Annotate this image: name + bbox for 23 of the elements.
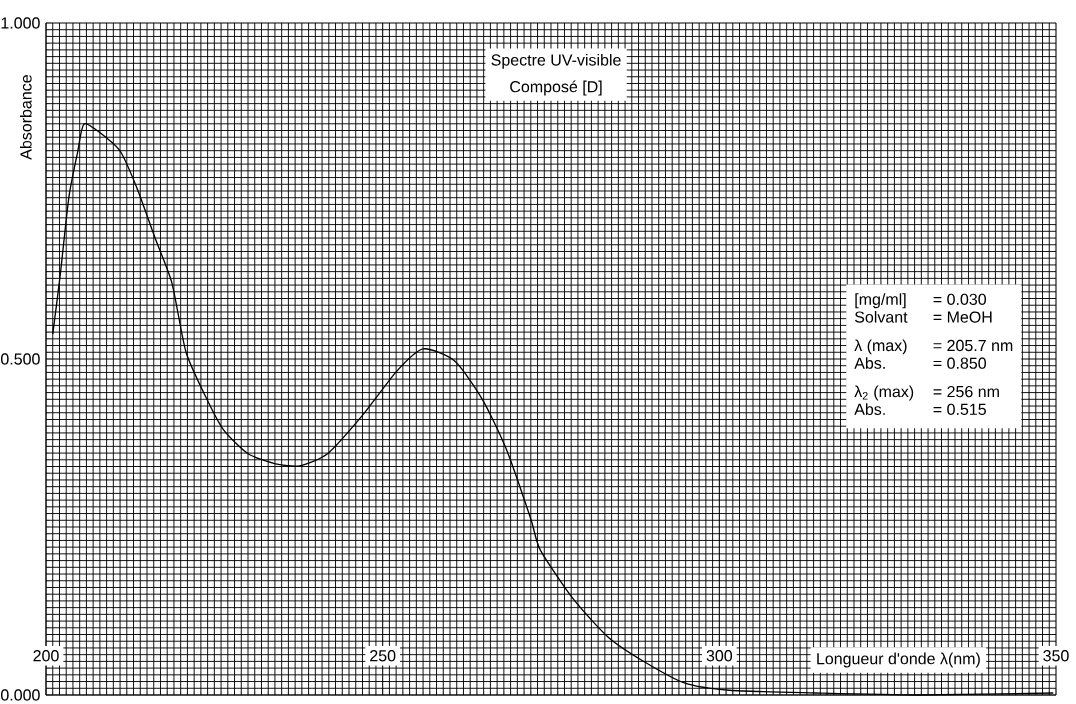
annotation: = 0.030 [933,293,987,305]
annotation: λ (max) [854,339,907,355]
annotation: = 256 nm [933,385,999,398]
annotation: Abs. [854,357,885,369]
x-tick-label: 250 [370,650,396,662]
x-tick-label: 350 [1043,650,1069,662]
y-axis-title: Absorbance [19,75,32,160]
annotation: = MeOH [933,311,992,323]
annotation: = 0.515 [933,403,986,415]
y-tick-label: 1.000 [1,17,40,29]
y-tick-label: 0.500 [1,353,40,365]
x-tick-label: 200 [33,650,59,662]
annotation: Abs. [854,403,885,415]
x-axis-title: Longueur d'onde λ(nm) [817,652,980,668]
text: Composé [D] [510,80,602,96]
annotation: [mg/ml] [855,293,906,309]
annotation: λ$_{2}$ (max) [854,385,914,401]
annotation: = 205.7 nm [933,339,1013,352]
annotation: Solvant [854,311,908,323]
x-tick-label: 300 [706,650,733,662]
text: Spectre UV-visible [491,53,621,69]
annotation: = 0.850 [933,357,987,369]
y-tick-label: 0.000 [1,689,40,701]
